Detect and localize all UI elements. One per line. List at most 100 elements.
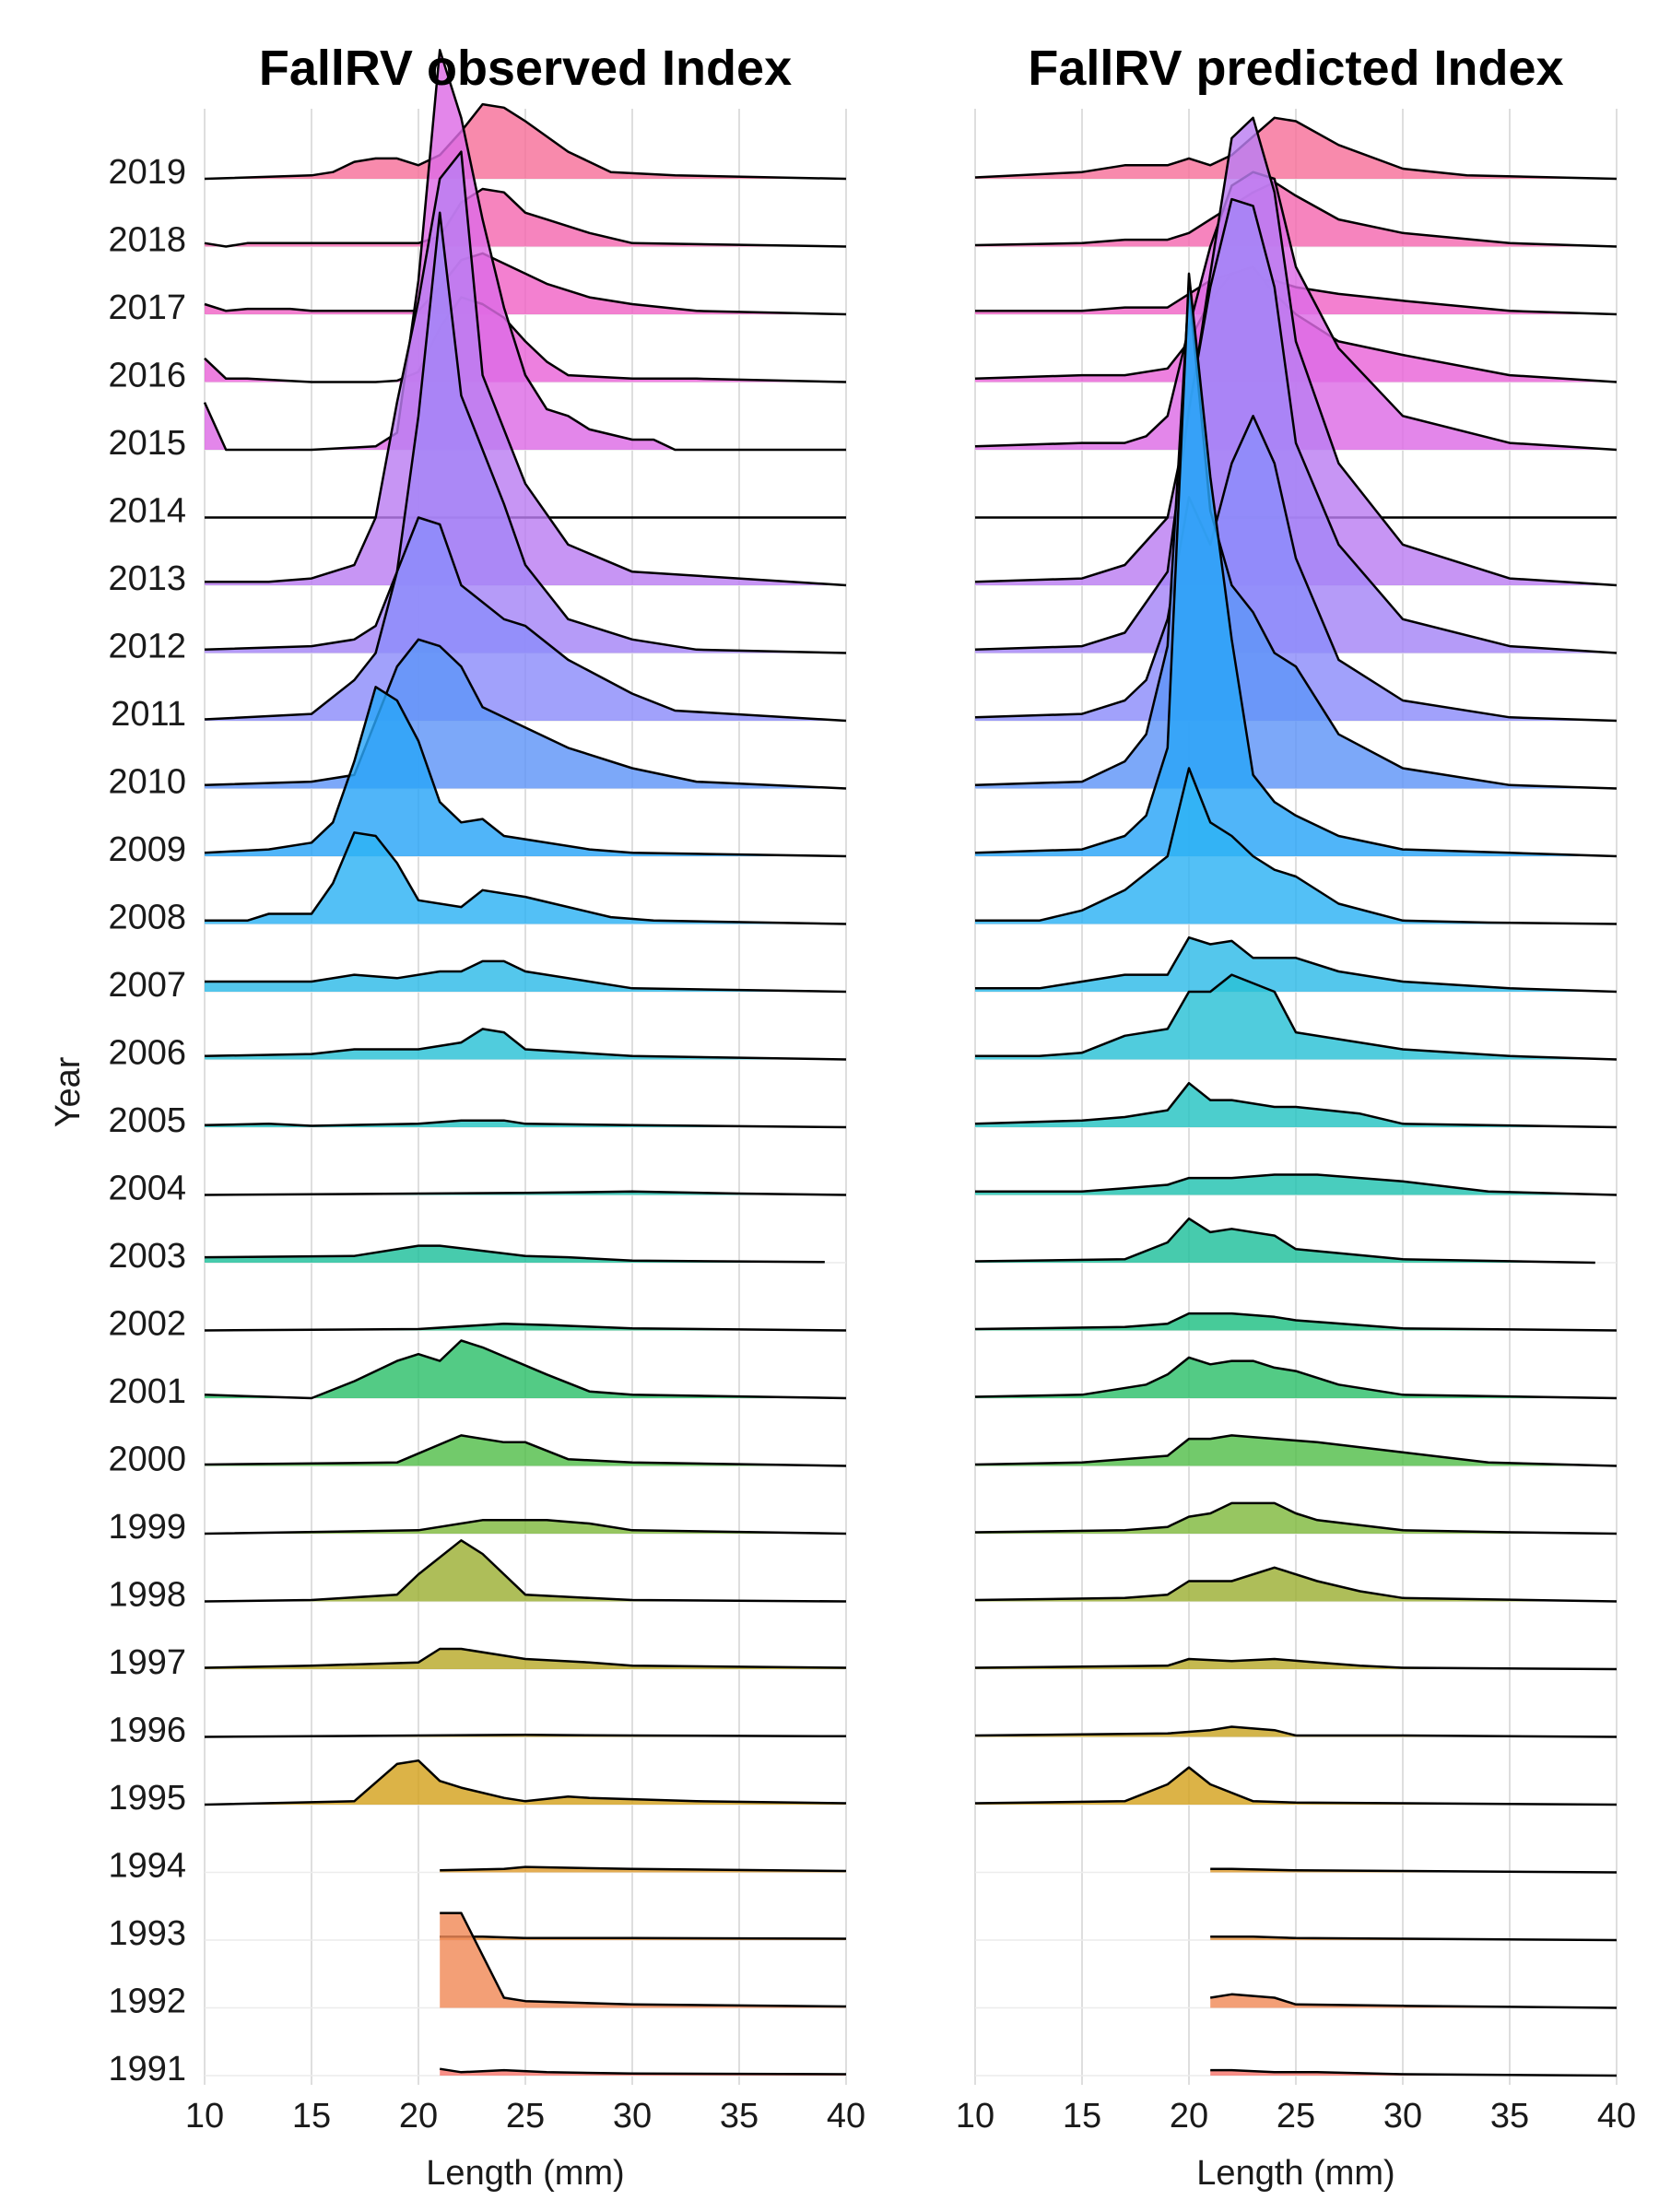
panel-1-x-axis-title: Length (mm) [426,2154,624,2193]
year-label-2011: 2011 [111,695,186,734]
year-label-1996: 1996 [108,1712,186,1750]
panel-1-xtick-label-10: 10 [185,2097,224,2136]
year-label-2010: 2010 [108,763,186,802]
year-label-2018: 2018 [108,221,186,260]
year-label-1995: 1995 [108,1779,186,1818]
panel-2-ridge-fill-1991 [1210,2070,1617,2076]
panel-1-ridge-fill-2001 [205,1340,846,1398]
panel-1-ridge-fill-2017 [205,253,846,314]
panel-1-ridge-fill-2008 [205,832,846,924]
panel-1-ridge-line-2003 [204,1244,825,1264]
year-label-2015: 2015 [108,424,186,463]
year-label-2000: 2000 [108,1441,186,1479]
panel-1-ridge-fill-2007 [205,960,846,992]
panel-1-ridge-line-1995 [204,1759,847,1806]
panel-2-ridge-line-1992 [1210,1993,1618,2009]
y-axis-title: Year [49,1056,88,1127]
panel-1-ridge-fill-2009 [205,687,846,856]
panel-2-ridge-line-2012 [974,197,1618,654]
year-label-2008: 2008 [108,899,186,937]
panel-2-ridge-fill-2002 [975,1313,1617,1331]
panel-1 [203,49,847,2085]
panel-1-ridge-line-1998 [204,1539,847,1603]
panel-1-title: FallRV observed Index [259,41,792,96]
panel-2-ridge-line-2000 [974,1434,1618,1467]
year-label-1998: 1998 [108,1576,186,1615]
panel-2-ridge-line-2005 [974,1081,1618,1129]
year-label-2007: 2007 [108,966,186,1005]
panel-2-ridge-line-1998 [974,1566,1618,1603]
year-label-2016: 2016 [108,357,186,395]
panel-1-ridge-line-2009 [204,686,847,858]
panel-1-ridge-fill-1999 [205,1520,846,1534]
panel-2-ridge-fill-2001 [975,1357,1617,1398]
panel-1-ridge-line-2001 [204,1339,847,1400]
panel-2-ridge-line-1991 [1210,2068,1618,2077]
year-label-2012: 2012 [108,628,186,666]
panel-1-ridge-line-2000 [204,1434,847,1467]
panel-2-ridge-fill-1992 [1210,1994,1617,2008]
panel-2-ridge-fill-2019 [975,117,1617,179]
year-label-2014: 2014 [108,492,186,531]
year-label-2019: 2019 [108,153,186,192]
year-label-2013: 2013 [108,559,186,598]
panel-2-xtick-label-30: 30 [1383,2097,1422,2136]
panel-2-ridge-fill-2013 [975,117,1617,586]
panel-2-ridge-line-2011 [974,415,1618,723]
year-label-2001: 2001 [108,1372,186,1411]
panel-2-xtick-label-40: 40 [1597,2097,1636,2136]
panel-1-ridge-line-2002 [204,1322,847,1332]
panel-2-ridge-fill-2007 [975,937,1617,992]
panel-1-ridge-fill-2016 [205,297,846,382]
panel-2-ridge-fill-2008 [975,768,1617,924]
year-label-1991: 1991 [108,2050,186,2088]
panel-1-xtick-label-40: 40 [827,2097,865,2136]
year-label-1993: 1993 [108,1914,186,1953]
year-label-2005: 2005 [108,1101,186,1140]
panel-1-xtick-label-15: 15 [292,2097,331,2136]
year-label-1992: 1992 [108,1983,186,2021]
panel-2-ridge-line-1999 [974,1501,1618,1535]
panel-1-ridge-line-1996 [204,1734,847,1738]
panel-1-ridge-fill-2011 [205,517,846,721]
year-label-2002: 2002 [108,1305,186,1344]
panel-1-ridge-fill-2003 [205,1245,825,1263]
panel-1-ridge-fill-2000 [205,1435,846,1466]
panel-1-ridge-line-2011 [204,516,847,723]
panel-2-ridge-line-2004 [975,1173,1618,1196]
panel-1-ridge-fill-2013 [205,151,846,585]
panel-2-ridge-line-2007 [975,935,1618,994]
panel-1-ridge-line-1992 [440,1912,847,2008]
panel-1-xtick-label-20: 20 [399,2097,438,2136]
panel-1-ridge-fill-2018 [205,189,846,247]
panel-1-ridge-line-2007 [205,959,847,994]
panel-2-ridge-fill-2011 [975,416,1617,721]
panel-1-ridge-fill-1995 [205,1760,846,1805]
panel-2-ridge-line-2003 [974,1217,1595,1265]
panel-2-ridge-fill-2004 [975,1174,1617,1195]
panel-1-ridge-line-2005 [204,1119,847,1129]
panel-2-ridge-line-2001 [974,1356,1618,1400]
panel-1-ridge-line-2015 [203,49,846,452]
panel-1-xtick-label-25: 25 [506,2097,545,2136]
panel-1-xtick-label-30: 30 [613,2097,652,2136]
panel-1-ridge-line-1993 [440,1936,847,1940]
panel-2-ridge-line-1995 [974,1766,1618,1806]
panel-1-ridge-line-2004 [204,1190,847,1196]
panel-1-ridge-line-1997 [204,1647,847,1669]
panel-1-ridge-fill-2006 [205,1029,846,1060]
year-label-2006: 2006 [108,1034,186,1073]
year-label-1999: 1999 [108,1508,186,1547]
panel-2-ridge-line-2002 [974,1312,1618,1332]
panel-2-xtick-label-35: 35 [1490,2097,1529,2136]
panel-1-ridge-line-1991 [440,2067,847,2076]
panel-2-ridge-fill-2003 [975,1218,1595,1263]
panel-1-ridge-fill-2002 [205,1324,846,1331]
panel-1-ridge-fill-1992 [440,1912,846,2008]
panel-2-ridge-line-1997 [974,1657,1618,1671]
year-label-2004: 2004 [108,1170,186,1208]
year-label-2003: 2003 [108,1237,186,1276]
panel-2-ridge-line-2009 [974,272,1618,858]
